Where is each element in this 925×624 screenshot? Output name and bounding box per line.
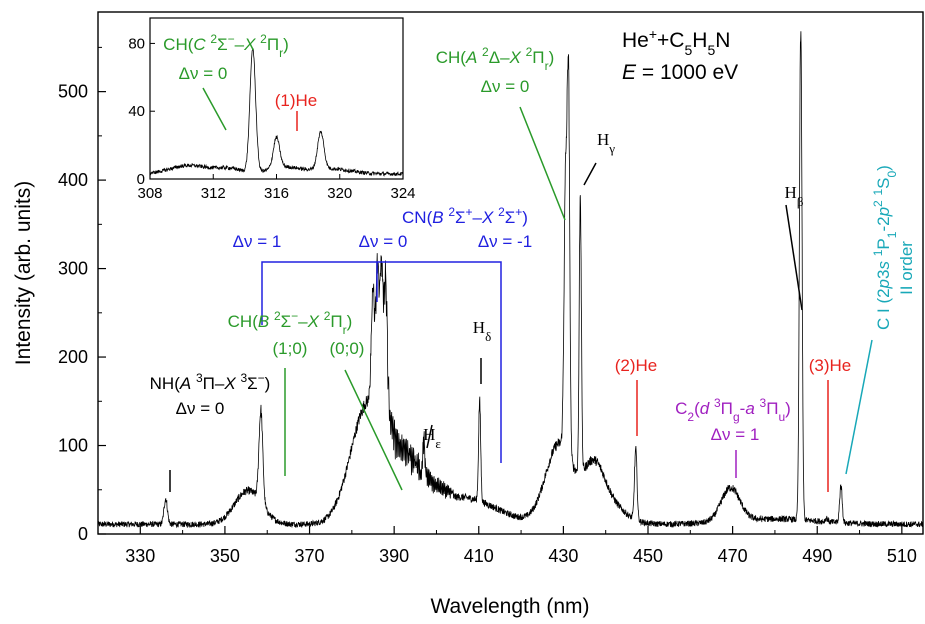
y-tick-label: 400	[58, 170, 88, 190]
label-ci: C I (2p3s 1P1-2p2 1S0)	[871, 165, 899, 330]
x-axis-label: Wavelength (nm)	[430, 595, 589, 618]
inset-x-ticks: 308 312 316 320 324	[137, 174, 416, 202]
annotation-lines	[169, 106, 873, 492]
x-tick-label: 350	[210, 546, 240, 566]
inset-y-tick-label: 80	[128, 35, 145, 52]
label-nh: NH(A 3Π–X 3Σ−)	[150, 371, 271, 393]
label-he3: (3)He	[809, 356, 852, 375]
label-h-gamma: Hγ	[597, 130, 615, 156]
y-tick-label: 300	[58, 259, 88, 279]
y-tick-label: 100	[58, 436, 88, 456]
inset-y-tick-label: 0	[137, 171, 145, 188]
inset-y-tick-label: 40	[128, 103, 145, 120]
label-cn-dvm1: Δν = -1	[478, 232, 532, 251]
y-axis-ticks: 0 100 200 300 400 500	[58, 46, 106, 544]
x-tick-label: 510	[887, 546, 917, 566]
y-tick-label: 0	[78, 524, 88, 544]
inset-x-tick-label: 316	[264, 185, 289, 202]
label-cn-dv1: Δν = 1	[233, 232, 282, 251]
x-axis-ticks: 330 350 370 390 410 430 450 470 490 510	[97, 526, 917, 566]
x-tick-label: 450	[633, 546, 663, 566]
inset-x-tick-label: 308	[137, 185, 162, 202]
label-c2-dv: Δν = 1	[711, 425, 760, 444]
label-ch-a-dv: Δν = 0	[481, 77, 530, 96]
inset-x-tick-label: 312	[201, 185, 226, 202]
x-tick-label: 410	[464, 546, 494, 566]
plot-frame	[97, 11, 924, 535]
label-cn-dv0: Δν = 0	[359, 232, 408, 251]
inset-x-tick-label: 324	[390, 185, 415, 202]
label-nh-dv: Δν = 0	[176, 399, 225, 418]
label-h-delta: Hδ	[473, 318, 491, 344]
label-cn: CN(B 2Σ+–X 2Σ+)	[402, 205, 528, 227]
label-ch-b: CH(B 2Σ−–X 2Πr)	[228, 309, 353, 337]
x-tick-label: 490	[802, 546, 832, 566]
label-ch-b-00: (0;0)	[330, 339, 365, 358]
x-tick-label: 430	[548, 546, 578, 566]
label-h-beta: Hβ	[785, 183, 804, 209]
chart-title-energy: E = 1000 eV	[622, 61, 738, 84]
inset-x-tick-label: 320	[327, 185, 352, 202]
chart-title-reaction: He++C5H5N	[622, 26, 730, 58]
label-he2: (2)He	[615, 356, 658, 375]
inset-label-he: (1)He	[275, 91, 318, 110]
inset-label-dv: Δν = 0	[179, 64, 228, 83]
x-tick-label: 390	[379, 546, 409, 566]
x-tick-label: 330	[125, 546, 155, 566]
label-h-epsilon: Hε	[423, 425, 441, 451]
label-ch-a: CH(A 2Δ–X 2Πr)	[436, 45, 555, 73]
y-tick-label: 500	[58, 82, 88, 102]
inset-y-ticks: 0 40 80	[128, 35, 155, 188]
x-tick-label: 470	[718, 546, 748, 566]
x-tick-label: 370	[295, 546, 325, 566]
y-tick-label: 200	[58, 347, 88, 367]
spectrum-line	[97, 31, 924, 529]
inset-spectrum-line	[149, 48, 404, 177]
label-c2: C2(d 3Πg-a 3Πu)	[675, 396, 791, 424]
label-ci-order: II order	[897, 241, 916, 295]
label-ch-b-10: (1;0)	[273, 339, 308, 358]
y-axis-label: Intensity (arb. units)	[12, 181, 35, 365]
